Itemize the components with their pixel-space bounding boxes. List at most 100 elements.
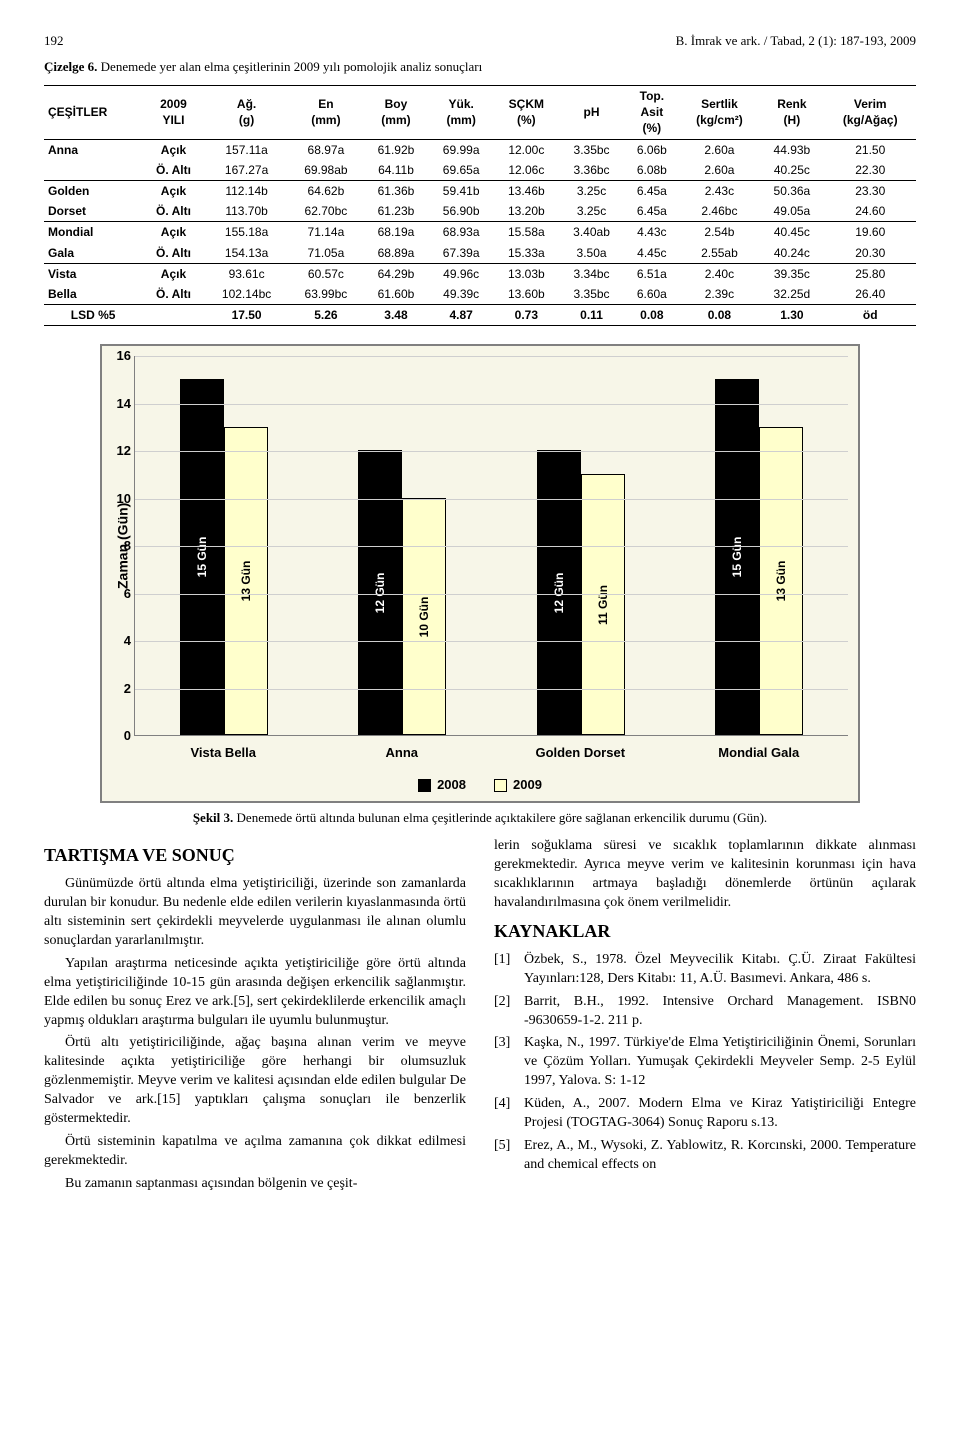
y-tick: 0 <box>109 728 131 746</box>
bar-value-label: 12 Gün <box>551 573 567 614</box>
table-cell: 68.93a <box>429 222 494 243</box>
swatch-icon <box>494 779 507 792</box>
legend: 2008 2009 <box>112 776 848 794</box>
table-cell: 61.23b <box>363 201 428 222</box>
table-cell: 1.30 <box>759 305 824 326</box>
table-cell: 15.33a <box>494 243 559 264</box>
reference-item: Kaşka, N., 1997. Türkiye'de Elma Yetişti… <box>494 1034 916 1091</box>
table-cell: 3.35bc <box>559 139 624 160</box>
table-row: AnnaAçık157.11a68.97a61.92b69.99a12.00c3… <box>44 139 916 160</box>
table-cell: 167.27a <box>205 160 289 181</box>
table-cell: 61.92b <box>363 139 428 160</box>
figure-caption-label: Şekil 3. <box>193 810 233 825</box>
table-row: Ö. Altı167.27a69.98ab64.11b69.65a12.06c3… <box>44 160 916 181</box>
table-cell: 68.97a <box>288 139 363 160</box>
table-cell: 4.45c <box>624 243 679 264</box>
table-cell: 13.03b <box>494 263 559 284</box>
table-cell: 61.60b <box>363 284 428 305</box>
results-table: ÇEŞİTLER2009YILIAğ.(g)En(mm)Boy(mm)Yük.(… <box>44 85 916 326</box>
table-cell: 12.00c <box>494 139 559 160</box>
table-cell: Açık <box>142 263 205 284</box>
table-cell: 93.61c <box>205 263 289 284</box>
column-header: SÇKM(%) <box>494 86 559 140</box>
table-cell: 64.11b <box>363 160 428 181</box>
paragraph: Örtü sisteminin kapatılma ve açılma zama… <box>44 1133 466 1171</box>
table-cell: 21.50 <box>824 139 916 160</box>
legend-label: 2009 <box>513 777 542 792</box>
table-cell: 69.99a <box>429 139 494 160</box>
table-cell: 69.65a <box>429 160 494 181</box>
table-cell: 71.14a <box>288 222 363 243</box>
table-cell: 56.90b <box>429 201 494 222</box>
running-title: B. İmrak ve ark. / Tabad, 2 (1): 187-193… <box>676 32 916 50</box>
column-header: En(mm) <box>288 86 363 140</box>
table-cell: 64.62b <box>288 181 363 202</box>
table-cell: 39.35c <box>759 263 824 284</box>
figure-caption: Şekil 3. Denemede örtü altında bulunan e… <box>44 809 916 827</box>
table-cell: 0.08 <box>624 305 679 326</box>
table-body: AnnaAçık157.11a68.97a61.92b69.99a12.00c3… <box>44 139 916 326</box>
bar-value-label: 13 Gün <box>773 561 789 602</box>
body-columns: TARTIŞMA VE SONUÇ Günümüzde örtü altında… <box>44 837 916 1198</box>
table-cell: 44.93b <box>759 139 824 160</box>
table-cell: 3.25c <box>559 201 624 222</box>
table-cell: 2.39c <box>680 284 760 305</box>
table-row: MondialAçık155.18a71.14a68.19a68.93a15.5… <box>44 222 916 243</box>
bar: 11 Gün <box>581 474 625 735</box>
table-cell: 23.30 <box>824 181 916 202</box>
reference-item: Özbek, S., 1978. Özel Meyvecilik Kitabı.… <box>494 951 916 989</box>
table-cell: 61.36b <box>363 181 428 202</box>
table-cell: 5.26 <box>288 305 363 326</box>
column-header: Sertlik(kg/cm²) <box>680 86 760 140</box>
legend-item-2008: 2008 <box>418 776 466 794</box>
table-cell: LSD %5 <box>44 305 142 326</box>
table-cell: 0.08 <box>680 305 760 326</box>
x-tick: Anna <box>313 736 492 762</box>
table-cell: 2.46bc <box>680 201 760 222</box>
table-cell: 63.99bc <box>288 284 363 305</box>
y-tick: 12 <box>109 443 131 461</box>
running-header: 192 B. İmrak ve ark. / Tabad, 2 (1): 187… <box>44 32 916 50</box>
paragraph: Bu zamanın saptanması açısından bölgenin… <box>44 1175 466 1194</box>
table-row: DorsetÖ. Altı113.70b62.70bc61.23b56.90b1… <box>44 201 916 222</box>
table-cell: Gala <box>44 243 142 264</box>
gridline <box>135 451 848 452</box>
table-cell: 68.89a <box>363 243 428 264</box>
table-cell: Vista <box>44 263 142 284</box>
y-tick: 16 <box>109 348 131 366</box>
bar-value-label: 11 Gün <box>595 585 611 625</box>
discussion-heading: TARTIŞMA VE SONUÇ <box>44 843 466 867</box>
table-cell: 60.57c <box>288 263 363 284</box>
table-cell: 32.25d <box>759 284 824 305</box>
table-row: GoldenAçık112.14b64.62b61.36b59.41b13.46… <box>44 181 916 202</box>
table-caption-text: Denemede yer alan elma çeşitlerinin 2009… <box>101 59 483 74</box>
table-cell: 15.58a <box>494 222 559 243</box>
column-header: 2009YILI <box>142 86 205 140</box>
table-cell: 49.96c <box>429 263 494 284</box>
column-header: pH <box>559 86 624 140</box>
table-cell: 3.48 <box>363 305 428 326</box>
table-cell: 13.20b <box>494 201 559 222</box>
table-cell: 62.70bc <box>288 201 363 222</box>
table-cell: 3.34bc <box>559 263 624 284</box>
right-intro: lerin soğuklama süresi ve sıcaklık topla… <box>494 837 916 913</box>
reference-item: Erez, A., M., Wysoki, Z. Yablowitz, R. K… <box>494 1137 916 1175</box>
table-cell: 17.50 <box>205 305 289 326</box>
table-cell: 157.11a <box>205 139 289 160</box>
table-cell: 13.46b <box>494 181 559 202</box>
table-cell: Ö. Altı <box>142 160 205 181</box>
table-caption-label: Çizelge 6. <box>44 59 97 74</box>
table-cell: Açık <box>142 222 205 243</box>
reference-item: Küden, A., 2007. Modern Elma ve Kiraz Ya… <box>494 1095 916 1133</box>
table-cell: 6.60a <box>624 284 679 305</box>
gridline <box>135 689 848 690</box>
table-cell: 68.19a <box>363 222 428 243</box>
table-row: BellaÖ. Altı102.14bc63.99bc61.60b49.39c1… <box>44 284 916 305</box>
gridline <box>135 594 848 595</box>
bar: 12 Gün <box>358 450 402 735</box>
table-cell: 2.55ab <box>680 243 760 264</box>
y-tick: 8 <box>109 538 131 556</box>
table-cell: 112.14b <box>205 181 289 202</box>
table-cell <box>44 160 142 181</box>
x-tick: Golden Dorset <box>491 736 670 762</box>
